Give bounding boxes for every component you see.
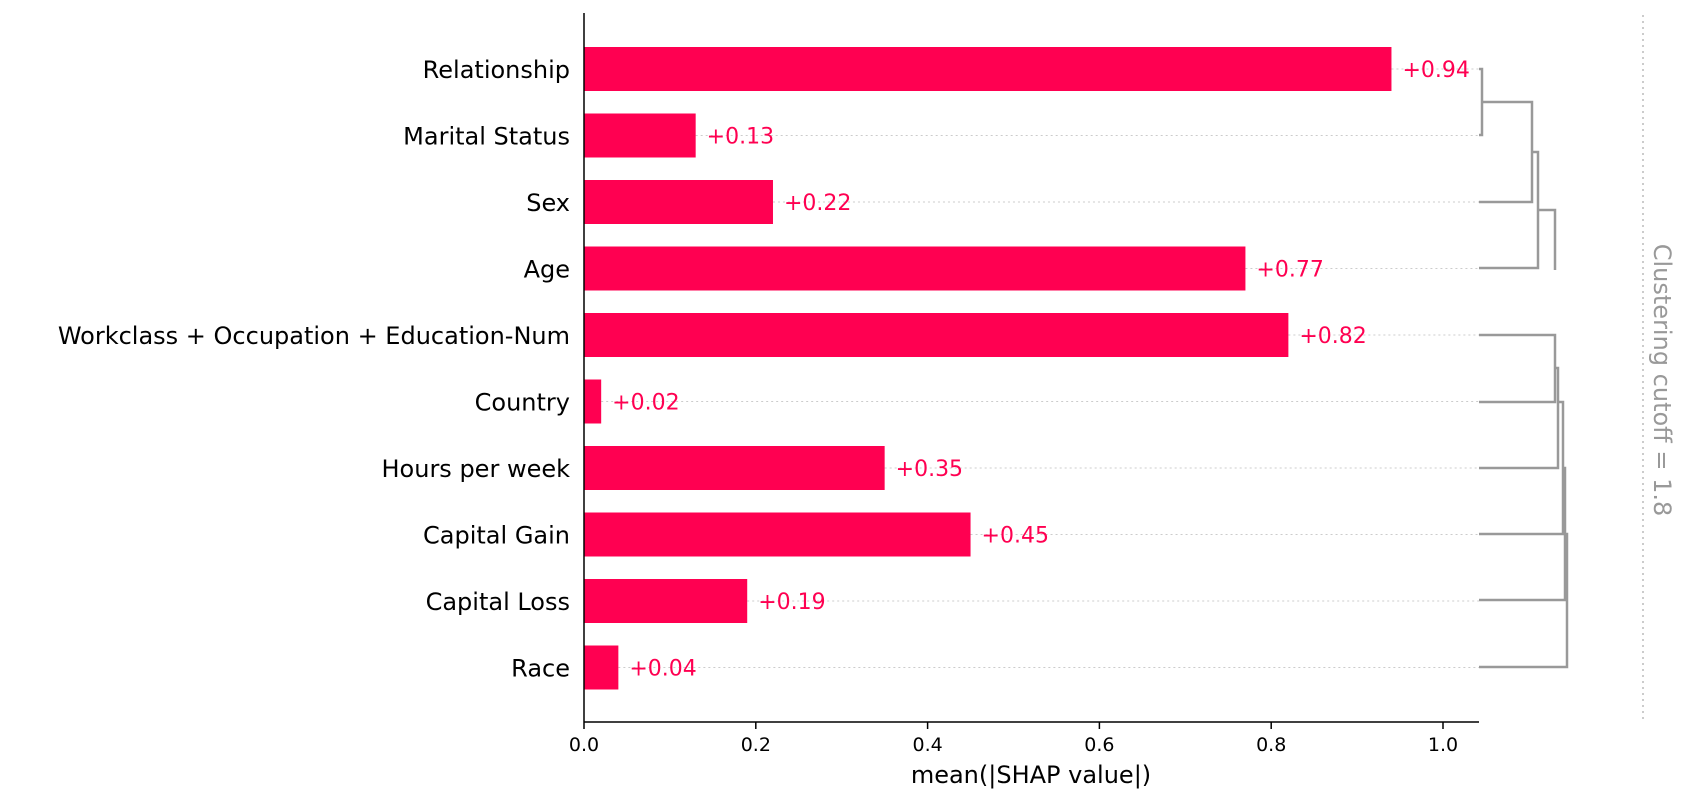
category-label: Race [511,655,570,683]
dendro-link-rm-sex [1479,100,1534,204]
x-tick-label: 1.0 [1428,734,1458,756]
value-label: +0.94 [1402,58,1469,83]
value-label: +0.04 [629,657,696,682]
category-label: Country [475,389,570,417]
bar [584,246,1246,291]
category-label: Capital Loss [426,588,570,616]
category-label: Workclass + Occupation + Education-Num [58,322,570,350]
row-guides [601,68,1479,668]
bar [584,113,696,158]
bar [584,645,619,690]
value-label: +0.45 [982,524,1049,549]
bar [584,512,971,557]
category-label: Age [524,256,570,284]
axes [583,13,1479,723]
value-label: +0.82 [1299,324,1366,349]
dendro-link-relationship-marital [1479,67,1484,137]
x-ticks: 0.0 0.2 0.4 0.6 0.8 1.0 [569,722,1458,756]
value-label: +0.19 [758,590,825,615]
x-tick-label: 0.2 [741,734,771,756]
dendro-link-workclass-country [1479,333,1557,404]
category-label: Marital Status [403,123,570,151]
category-label: Capital Gain [423,522,570,550]
dendro-link-hours [1479,366,1560,470]
bar [584,579,748,623]
x-axis-title: mean(|SHAP value|) [911,761,1151,789]
bar [584,313,1289,357]
dendro-link-race [1479,532,1569,669]
x-tick-label: 0.8 [1256,734,1286,756]
value-label: +0.22 [784,191,851,216]
bar [584,47,1392,91]
category-label: Relationship [423,56,570,84]
x-tick-label: 0.6 [1084,734,1114,756]
x-tick-label: 0.0 [569,734,599,756]
value-label: +0.13 [707,125,774,150]
bars [584,47,1392,690]
dendro-link-rmsa-cluster [1538,208,1557,270]
value-label: +0.35 [896,457,963,482]
value-labels: +0.94 +0.13 +0.22 +0.77 +0.82 +0.02 +0.35 +0.45… [612,58,1470,682]
category-label: Sex [526,189,570,217]
category-labels: Relationship Marital Status Sex Age Workclas… [58,56,570,683]
x-tick-label: 0.4 [912,734,942,756]
dendro-link-rms-age [1479,150,1540,270]
clustering-cutoff-label: Clustering cutoff = 1.8 [1648,244,1676,517]
bar [584,379,602,424]
bar [584,180,773,224]
value-label: +0.77 [1256,258,1323,283]
dendrogram [1479,67,1569,669]
bar [584,446,885,490]
value-label: +0.02 [612,391,679,416]
category-label: Hours per week [382,455,571,483]
